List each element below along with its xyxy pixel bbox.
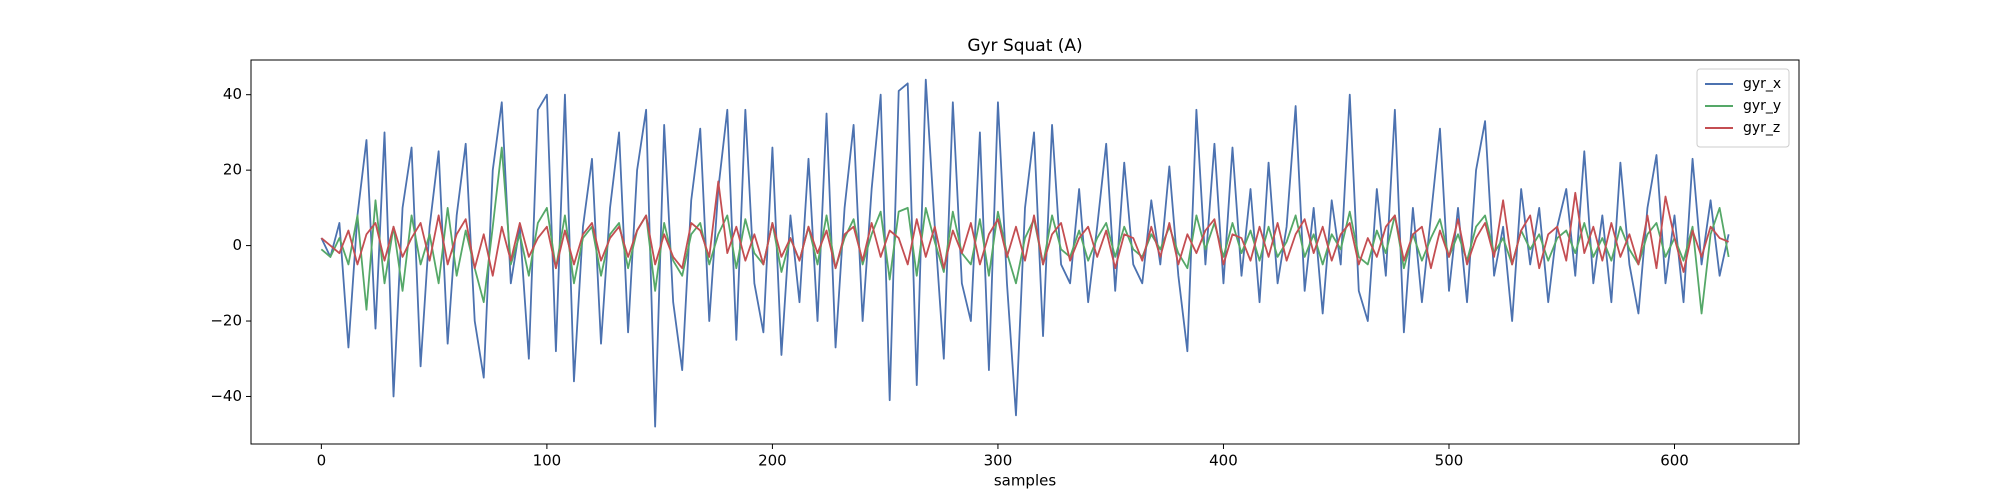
y-tick-label: −40 [210,387,242,405]
x-tick-label: 100 [533,452,562,470]
series-line [320,78,1730,428]
plot-frame [250,59,1800,445]
y-tick-label: 20 [223,161,242,179]
legend: gyr_x gyr_y gyr_z [1696,68,1790,148]
legend-label: gyr_y [1743,98,1781,114]
series-line [320,180,1729,277]
y-tick-label: 0 [232,236,242,254]
chart-title: Gyr Squat (A) [967,36,1082,56]
x-tick-label: 400 [1209,452,1238,470]
x-axis-label: samples [994,472,1057,490]
x-tick-label: 500 [1435,452,1464,470]
x-tick-label: 0 [317,452,327,470]
x-tick-label: 200 [758,452,787,470]
legend-label: gyr_x [1743,76,1781,92]
y-tick-label: −20 [210,312,242,330]
x-tick-label: 600 [1660,452,1689,470]
x-tick-label: 300 [984,452,1013,470]
y-tick-label: 40 [223,85,242,103]
legend-label: gyr_z [1743,120,1780,136]
